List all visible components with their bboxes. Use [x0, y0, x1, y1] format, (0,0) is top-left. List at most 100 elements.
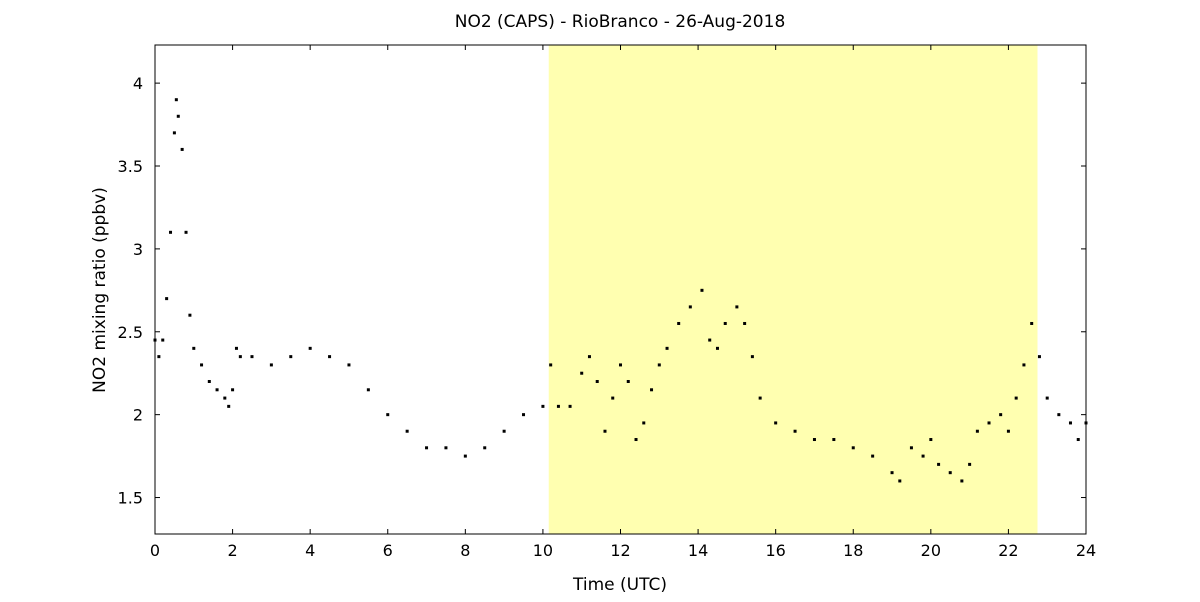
y-tick-label: 2.5	[118, 323, 143, 342]
data-point	[1006, 429, 1010, 433]
x-tick-label: 14	[688, 541, 708, 560]
data-point	[898, 479, 902, 483]
data-point	[549, 363, 553, 367]
data-point	[200, 363, 204, 367]
data-point	[851, 446, 855, 450]
data-point	[556, 404, 560, 408]
data-point	[176, 114, 180, 118]
data-point	[165, 297, 169, 301]
data-point	[774, 421, 778, 425]
data-point	[1022, 363, 1026, 367]
data-point	[999, 413, 1003, 417]
data-point	[743, 321, 747, 325]
data-points	[153, 98, 1088, 483]
data-point	[188, 313, 192, 317]
data-point	[227, 404, 231, 408]
data-point	[1030, 321, 1034, 325]
data-point	[234, 346, 238, 350]
data-point	[215, 388, 219, 392]
data-point	[1068, 421, 1072, 425]
data-point	[634, 438, 638, 442]
data-point	[975, 429, 979, 433]
data-point	[677, 321, 681, 325]
x-tick-label: 2	[227, 541, 237, 560]
data-point	[405, 429, 409, 433]
data-point	[172, 131, 176, 135]
data-point	[626, 379, 630, 383]
data-point	[657, 363, 661, 367]
data-point	[665, 346, 669, 350]
data-point	[642, 421, 646, 425]
data-point	[269, 363, 273, 367]
data-point	[238, 355, 242, 359]
data-point	[921, 454, 925, 458]
data-point	[1076, 438, 1080, 442]
data-point	[715, 346, 719, 350]
data-point	[250, 355, 254, 359]
data-point	[595, 379, 599, 383]
x-tick-label: 8	[460, 541, 470, 560]
axis-ticks: 0 2 4 6 8 10 12 14 16 18 20 22 241.522.533.54	[118, 45, 1096, 560]
chart-title: NO2 (CAPS) - RioBranco - 26-Aug-2018	[455, 12, 786, 32]
data-point	[169, 230, 173, 234]
x-tick-label: 24	[1076, 541, 1096, 560]
data-point	[174, 98, 178, 102]
data-point	[619, 363, 622, 367]
data-point	[1037, 355, 1041, 359]
data-point	[750, 355, 754, 359]
data-point	[425, 446, 429, 450]
highlight-layer	[548, 45, 1038, 534]
x-tick-label: 22	[998, 541, 1018, 560]
data-point	[723, 321, 727, 325]
data-point	[180, 147, 184, 151]
data-point	[522, 413, 526, 417]
data-point	[192, 346, 196, 350]
data-point	[1057, 413, 1061, 417]
data-point	[386, 413, 390, 417]
data-point	[968, 462, 972, 466]
y-tick-label: 1.5	[118, 489, 143, 508]
data-point	[483, 446, 487, 450]
data-point	[688, 305, 692, 309]
data-point	[937, 462, 941, 466]
data-point	[502, 429, 506, 433]
data-point	[929, 438, 933, 442]
x-tick-label: 18	[843, 541, 863, 560]
data-point	[948, 471, 952, 475]
data-point	[832, 438, 836, 442]
data-point	[1045, 396, 1049, 400]
highlight-band	[548, 45, 1038, 534]
x-tick-label: 20	[921, 541, 941, 560]
data-point	[231, 388, 235, 392]
data-point	[289, 355, 293, 359]
x-tick-label: 10	[533, 541, 553, 560]
data-point	[347, 363, 351, 367]
x-tick-label: 6	[383, 541, 393, 560]
y-tick-label: 3	[133, 240, 143, 259]
y-tick-label: 3.5	[118, 157, 143, 176]
y-tick-label: 2	[133, 406, 143, 425]
data-point	[207, 379, 211, 383]
x-tick-label: 12	[610, 541, 630, 560]
data-point	[960, 479, 964, 483]
y-tick-label: 4	[133, 74, 143, 93]
data-point	[812, 438, 816, 442]
data-point	[223, 396, 227, 400]
data-point	[758, 396, 762, 400]
data-point	[708, 338, 712, 342]
data-point	[541, 404, 545, 408]
data-point	[308, 346, 312, 350]
y-axis-label: NO2 mixing ratio (ppbv)	[90, 187, 110, 393]
data-point	[328, 355, 332, 359]
data-point	[580, 371, 584, 375]
data-point	[1014, 396, 1018, 400]
data-point	[987, 421, 991, 425]
data-point	[157, 355, 161, 359]
data-point	[463, 454, 467, 458]
data-point	[909, 446, 913, 450]
data-point	[793, 429, 797, 433]
data-point	[611, 396, 615, 400]
x-tick-label: 0	[150, 541, 160, 560]
data-point	[568, 404, 572, 408]
